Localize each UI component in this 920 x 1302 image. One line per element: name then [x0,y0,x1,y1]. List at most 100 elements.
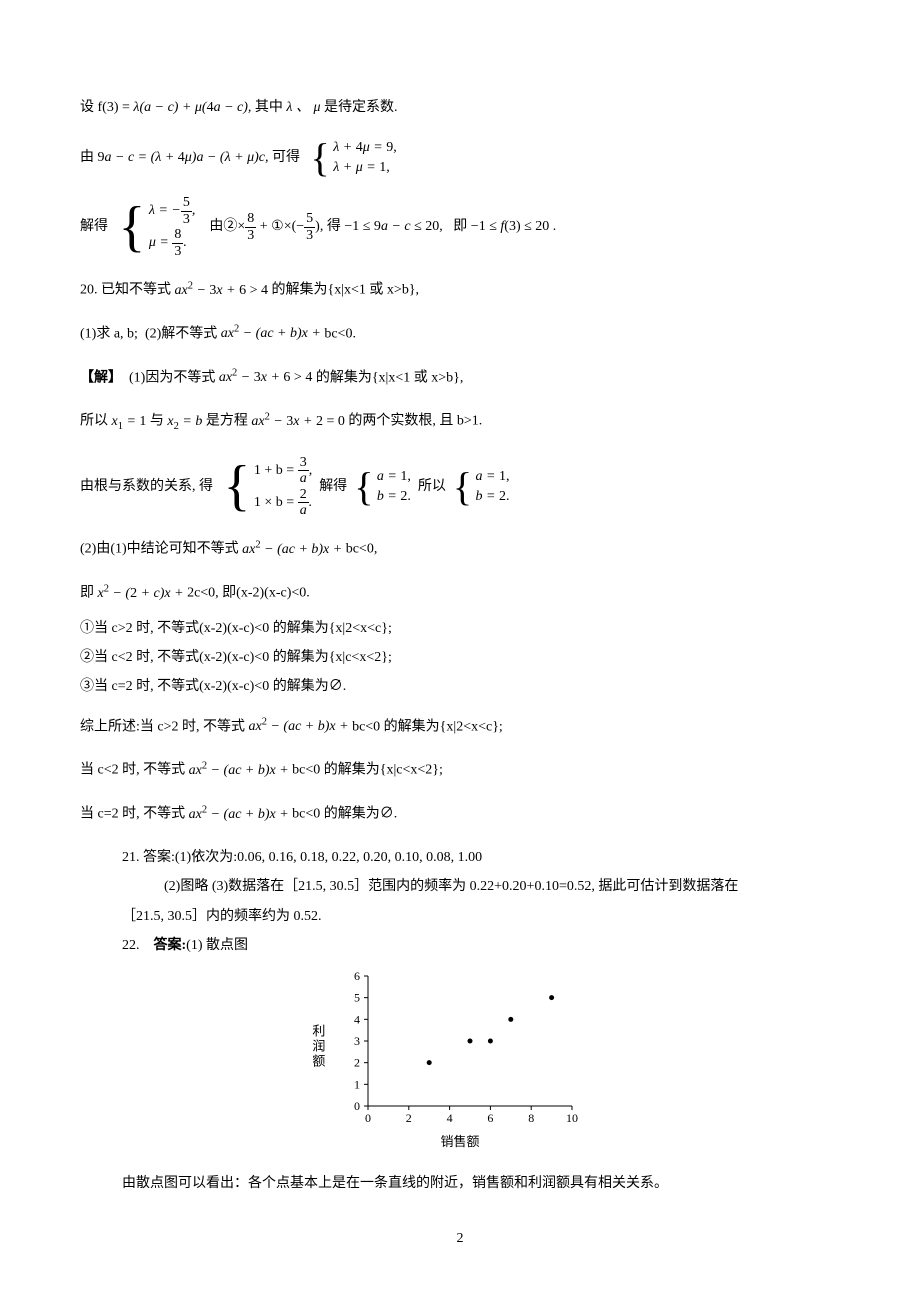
svg-text:8: 8 [528,1111,534,1125]
brace-system: { a = 1, b = 2. [453,467,510,506]
q21-l3: ［21.5, 30.5］内的频率约为 0.52. [80,904,840,929]
math: ax2 − (ac + b)x + [242,542,346,557]
math: −1 ≤ 9a − c ≤ 20, [344,219,442,234]
text: 设 [80,100,94,115]
row: a = 1, [377,467,411,487]
math: λ 、 μ [286,100,320,115]
svg-text:3: 3 [354,1034,360,1048]
svg-text:10: 10 [566,1111,578,1125]
text: 当 c=2 时, 不等式 [80,807,189,822]
math: ax2 − (ac + b)x + [189,763,293,778]
text: 可得 [272,150,300,165]
q22-head: 22. 答案:(1) 散点图 [80,933,840,958]
svg-text:2: 2 [406,1111,412,1125]
case1: ①当 c>2 时, 不等式(x-2)(x-c)<0 的解集为{x|2<x<c}; [80,616,840,641]
q21-l1: 21. 答案:(1)依次为:0.06, 0.16, 0.18, 0.22, 0.… [80,845,840,870]
text: 其中 [255,100,283,115]
row: 1 + b = 3a, [254,455,312,487]
text: (1)因为不等式 [129,370,219,385]
svg-text:4: 4 [447,1111,453,1125]
text: 的解集为{x|x<1 或 x>b}, [312,370,463,385]
text: 的两个实数根, 且 b>1. [345,414,482,429]
math: ax2 − 3x + 6 > 4 [219,370,313,385]
y-axis-label: 利润额 [306,1024,329,1069]
text: 解得 [80,219,108,234]
text: 22. [122,938,154,953]
text: ), 得 [315,219,341,234]
q20-sum2: 当 c<2 时, 不等式 ax2 − (ac + b)x + bc<0 的解集为… [80,757,840,783]
p-system: 由 9a − c = (λ + 4μ)a − (λ + μ)c, 可得 { λ … [80,138,840,177]
svg-text:4: 4 [354,1012,360,1026]
row: b = 2. [377,487,411,507]
math: ax2 − (ac + b)x + [249,719,353,734]
math: x2 = b [167,414,202,429]
brace-system: { a = 1, b = 2. [354,467,411,506]
math: 9a − c = (λ + 4μ)a − (λ + μ)c, [98,150,269,165]
x-axis-label: 销售额 [340,1130,580,1153]
q20-sol5: 即 x2 − (2 + c)x + 2c<0, 即(x-2)(x-c)<0. [80,580,840,606]
text: 2c<0, 即(x-2)(x-c)<0. [187,586,310,601]
text: 是方程 [202,414,251,429]
svg-text:6: 6 [354,969,360,983]
brace-system: { 1 + b = 3a, 1 × b = 2a. [224,455,313,519]
q22-concl: 由散点图可以看出：各个点基本上是在一条直线的附近，销售额和利润额具有相关关系。 [80,1171,840,1196]
svg-text:0: 0 [354,1099,360,1113]
text: bc<0 的解集为∅. [292,807,397,822]
row: λ + 4μ = 9, [333,138,397,158]
q20-sum1: 综上所述:当 c>2 时, 不等式 ax2 − (ac + b)x + bc<0… [80,714,840,740]
q20-sol4: (2)由(1)中结论可知不等式 ax2 − (ac + b)x + bc<0, [80,536,840,562]
text: 解得 [319,479,347,494]
text: 所以 [418,479,446,494]
text: (1) 散点图 [186,938,248,953]
row: 1 × b = 2a. [254,487,312,519]
text: (2)由(1)中结论可知不等式 [80,542,242,557]
math: x1 = 1 [112,414,147,429]
row: b = 2. [476,487,510,507]
q20-sol2: 所以 x1 = 1 与 x2 = b 是方程 ax2 − 3x + 2 = 0 … [80,408,840,436]
row: a = 1, [476,467,510,487]
text: bc<0, [346,542,378,557]
svg-text:0: 0 [365,1111,371,1125]
text: bc<0 的解集为{x|2<x<c}; [352,719,503,734]
math: ax2 − 3x + 2 = 0 [251,414,345,429]
brace-system: { λ = −53, μ = 83. [119,195,196,259]
brace-system: { λ + 4μ = 9, λ + μ = 1, [311,138,397,177]
page-number: 2 [80,1226,840,1251]
case3: ③当 c=2 时, 不等式(x-2)(x-c)<0 的解集为∅. [80,674,840,699]
p-solution: 解得 { λ = −53, μ = 83. 由②×83 + ①×(−53), 得… [80,195,840,259]
q20-sum3: 当 c=2 时, 不等式 ax2 − (ac + b)x + bc<0 的解集为… [80,801,840,827]
q20: 20. 已知不等式 ax2 − 3x + 6 > 4 的解集为{x|x<1 或 … [80,277,840,303]
text: 是待定系数. [324,100,398,115]
svg-text:6: 6 [487,1111,493,1125]
math: ax2 − (ac + b)x + [189,807,293,822]
text: 即 [453,219,467,234]
text: 与 [146,414,167,429]
text: 由②× [209,219,245,234]
q20-sol3: 由根与系数的关系, 得 { 1 + b = 3a, 1 × b = 2a. 解得… [80,455,840,519]
q20-parts: (1)求 a, b; (2)解不等式 ax2 − (ac + b)x + bc<… [80,321,840,347]
row: μ = 83. [149,227,195,259]
text: 的解集为{x|x<1 或 x>b}, [268,283,419,298]
p-intro: 设 f(3) = λ(a − c) + μ(4a − c), 其中 λ 、 μ … [80,95,840,120]
ans-label: 答案: [154,938,187,953]
text: 由根与系数的关系, 得 [80,479,213,494]
row: λ = −53, [149,195,195,227]
svg-text:2: 2 [354,1056,360,1070]
sol-label: 【解】 [80,370,122,385]
math: x2 − (2 + c)x + [98,586,188,601]
math: f(3) = λ(a − c) + μ(4a − c), [98,100,252,115]
text: (1)求 a, b; [80,326,138,341]
q20-sol1: 【解】 (1)因为不等式 ax2 − 3x + 6 > 4 的解集为{x|x<1… [80,365,840,391]
q21-l2: (2)图略 (3)数据落在［21.5, 30.5］范围内的频率为 0.22+0.… [80,874,840,899]
math: −1 ≤ f(3) ≤ 20 [471,219,550,234]
text: bc<0. [324,326,356,341]
text: 综上所述:当 c>2 时, 不等式 [80,719,249,734]
text: + ①×(− [256,219,304,234]
text: 20. 已知不等式 [80,283,175,298]
text: bc<0 的解集为{x|c<x<2}; [292,763,443,778]
text: 由 [80,150,94,165]
row: λ + μ = 1, [333,158,397,178]
text: 所以 [80,414,112,429]
text: 即 [80,586,98,601]
scatter-svg: 02468100123456 [340,968,580,1128]
